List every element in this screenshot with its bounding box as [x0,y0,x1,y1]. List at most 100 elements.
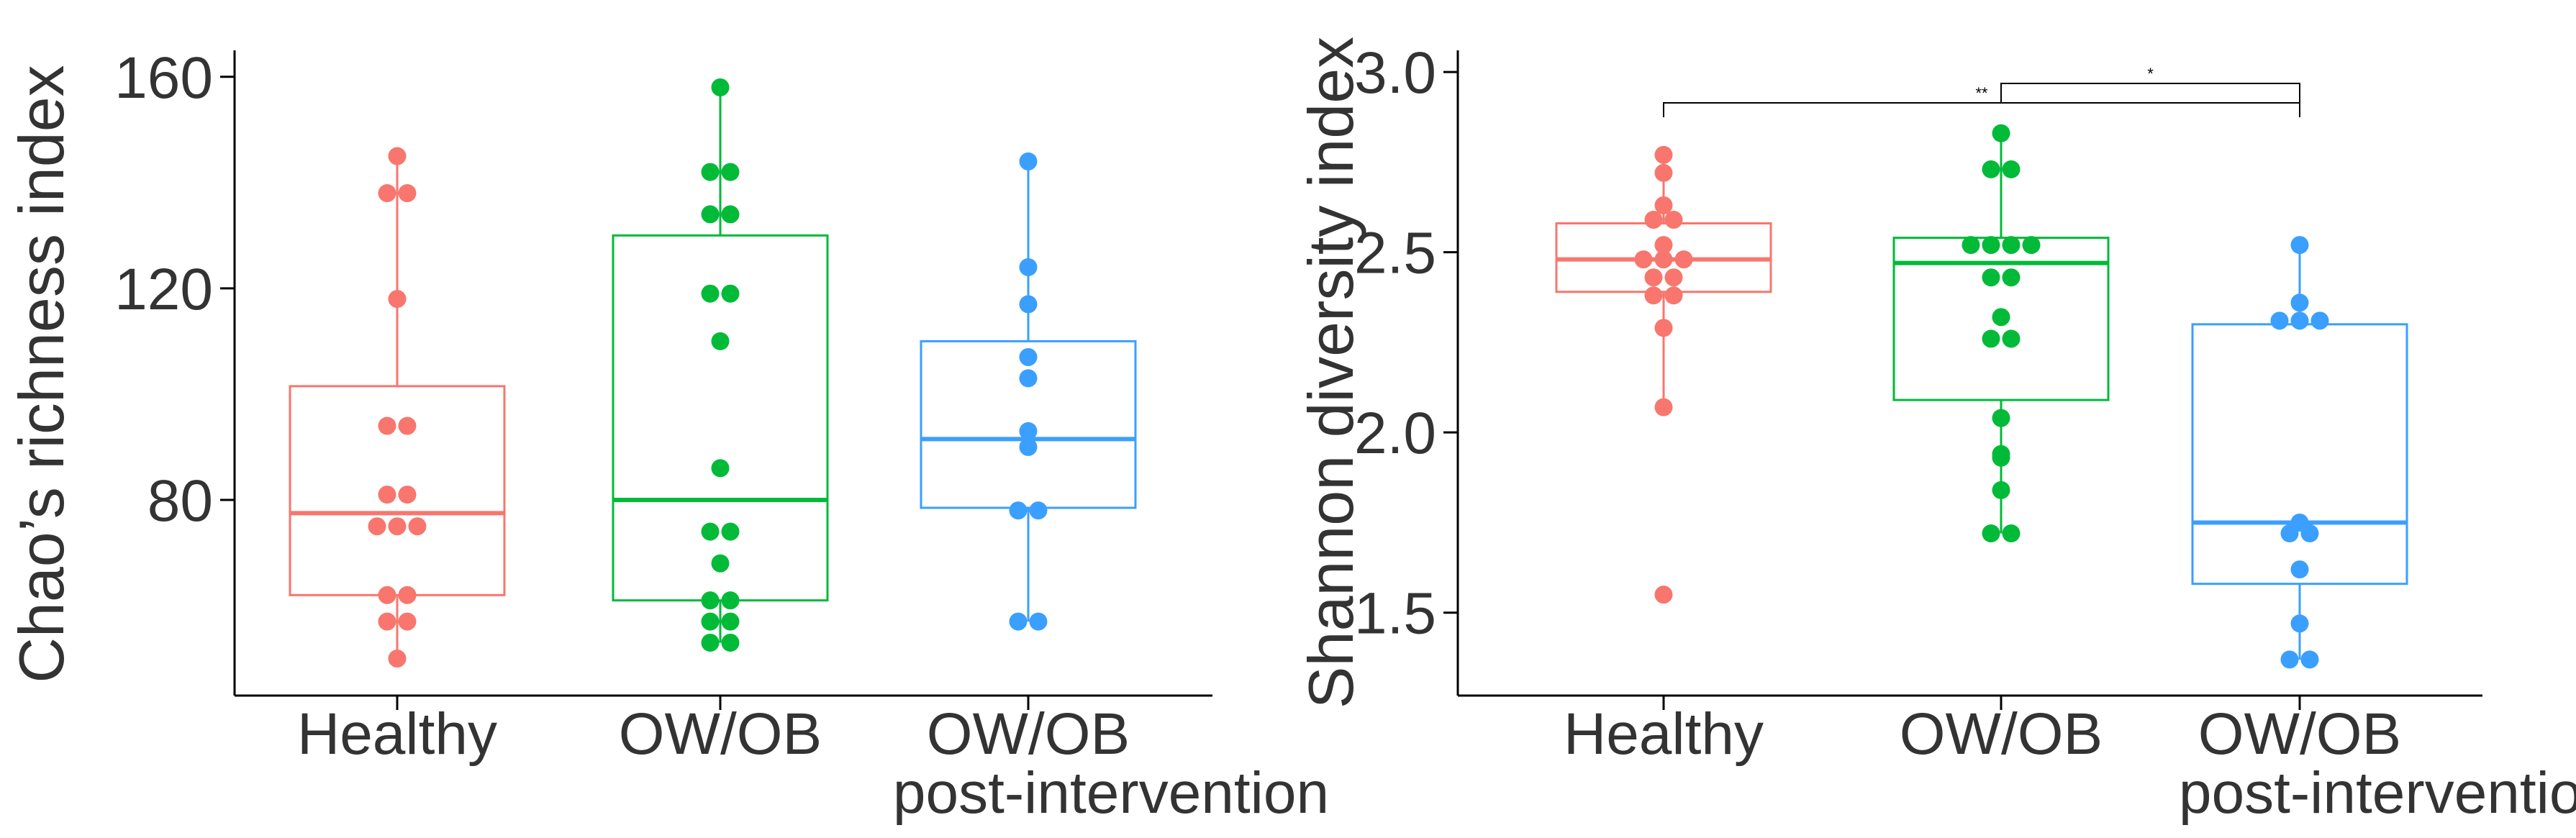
data-point [2300,524,2319,542]
data-point [1009,501,1028,520]
data-point [2290,293,2309,312]
boxplot-group [289,147,506,710]
data-point [711,332,730,350]
data-point [721,163,740,181]
data-point [388,517,407,536]
data-point [721,284,740,303]
data-point [398,416,417,435]
y-tick-label: 2.5 [1354,221,1436,286]
y-tick-label: 2.0 [1354,401,1436,466]
data-point [1019,152,1038,170]
x-category-label: Healthy [1564,701,1764,767]
data-point [2002,268,2021,287]
data-point [1654,319,1673,337]
significance-bracket [1663,102,2300,117]
data-point [1654,145,1673,164]
y-tick-label: 1.5 [1354,581,1436,647]
y-tick-label: 3.0 [1354,40,1436,106]
data-point [721,205,740,224]
data-point [378,486,396,504]
data-point [2022,236,2041,255]
data-point [1019,258,1038,276]
data-point [2280,524,2299,542]
data-point [378,416,396,435]
data-point [398,612,417,631]
data-point [1019,369,1038,388]
significance-bracket [2000,83,2300,102]
box-iqr [2191,323,2408,586]
data-point [1664,286,1683,305]
data-point [721,591,740,610]
data-point [1654,196,1673,214]
data-point [2002,236,2021,255]
data-point [388,650,407,668]
boxplot-group [1555,145,1772,710]
data-point [2270,311,2289,330]
data-point [388,147,407,165]
data-point [2310,311,2329,330]
significance-label: * [2147,65,2154,83]
x-category-label: Healthy [297,701,497,767]
data-point [2290,614,2309,633]
box-iqr [289,385,506,596]
data-point [1019,422,1038,440]
significance-label: ** [1975,84,1988,102]
x-category-label: post-intervention [893,760,1329,826]
data-point [1634,250,1653,269]
data-point [1982,329,2000,348]
data-point [2280,650,2299,669]
data-point [2002,524,2021,542]
data-point [1019,295,1038,314]
data-point [711,78,730,96]
data-point [1982,160,2000,178]
data-point [711,554,730,573]
data-point [1982,524,2000,542]
data-point [2290,560,2309,579]
x-category-label: post-intervention [2179,760,2576,826]
data-point [2002,329,2021,348]
data-point [1009,612,1028,631]
boxplot-group [612,78,829,710]
data-point [1664,268,1683,287]
data-point [378,184,396,203]
data-point [721,612,740,631]
data-point [1982,236,2000,255]
data-point [1029,501,1048,520]
box-iqr [612,234,829,602]
data-point [1992,308,2010,327]
data-point [711,459,730,478]
data-point [1019,437,1038,456]
data-point [398,184,417,203]
data-point [701,522,720,541]
data-point [701,633,720,652]
data-point [368,517,386,536]
data-point [388,290,407,309]
data-point [701,612,720,631]
data-point [378,612,396,631]
boxplot-group [920,152,1137,710]
boxplot-group [1892,124,2110,710]
panel-chao-richness: 80 120 160 Chao’s richness index Healthy OW/O… [6,45,1329,826]
data-point [701,163,720,181]
data-point [378,586,396,604]
data-point [1654,586,1673,604]
data-point [701,205,720,224]
data-point [1644,268,1663,287]
data-point [1992,124,2010,142]
data-point [1654,250,1673,269]
data-point [1962,236,1980,255]
data-point [1654,398,1673,416]
data-point [1019,347,1038,366]
data-point [408,517,427,536]
data-point [2290,311,2309,330]
y-axis-title: Shannon diversity index [1295,37,1366,709]
x-category-label: OW/OB [927,701,1130,767]
box-iqr [920,340,1137,509]
data-point [721,522,740,541]
data-point [398,486,417,504]
data-point [701,591,720,610]
y-tick-label: 120 [114,257,213,322]
x-category-label: OW/OB [1900,701,2103,767]
